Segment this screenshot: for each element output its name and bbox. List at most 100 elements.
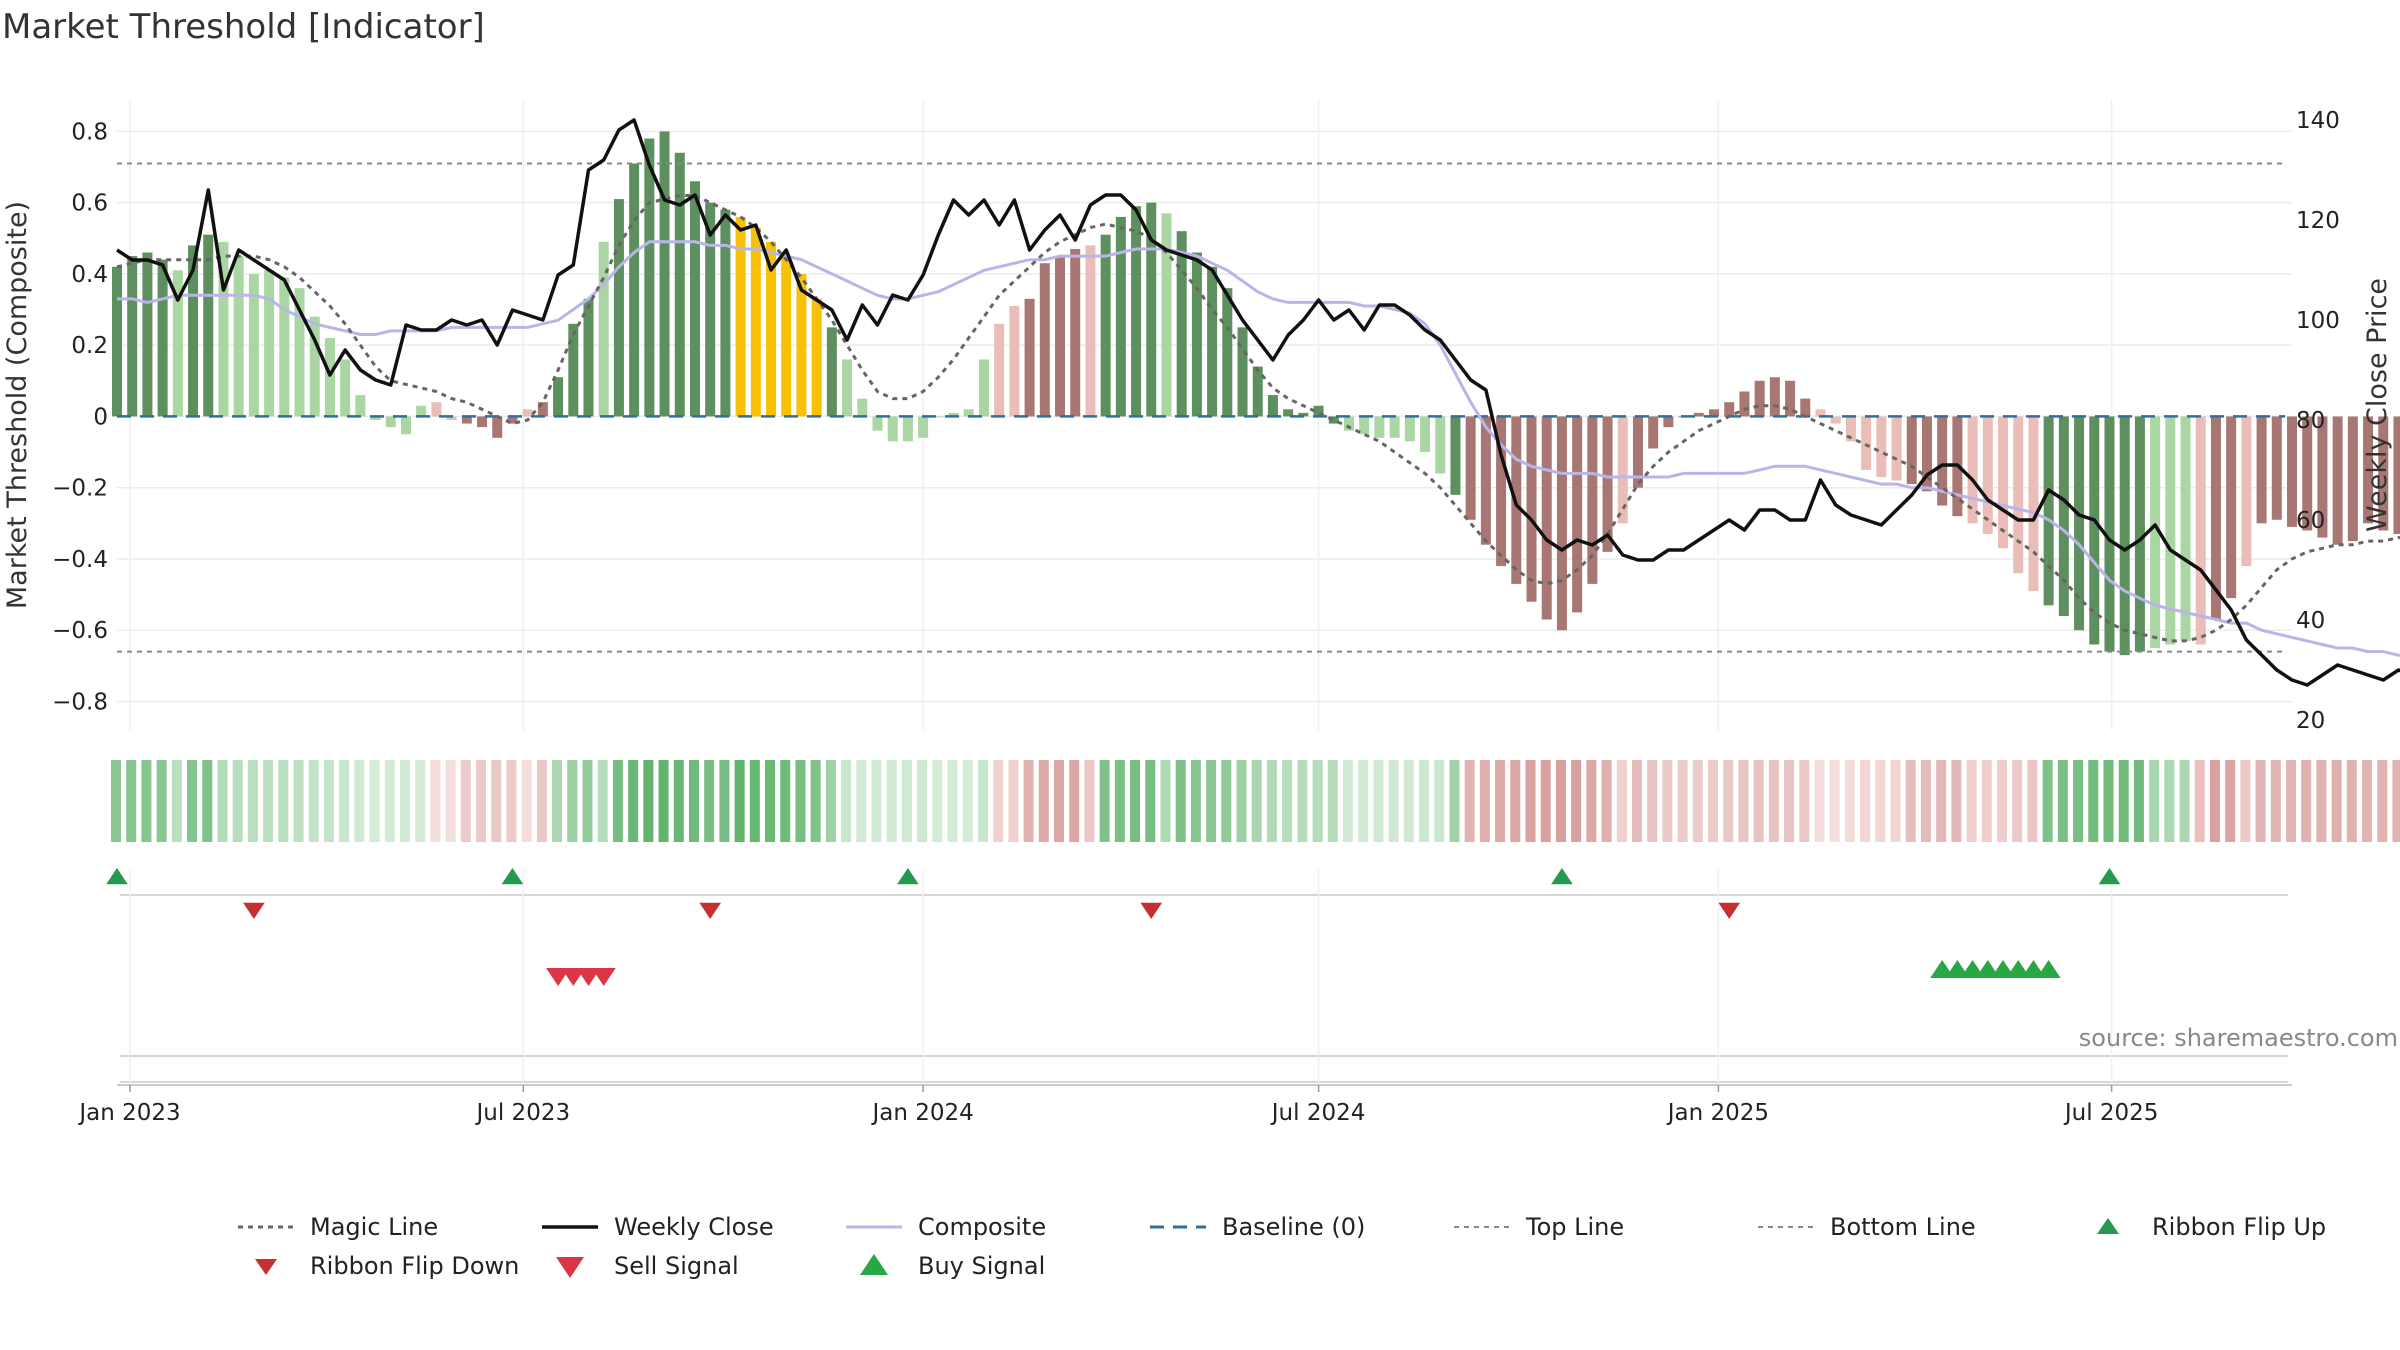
composite-bar — [1496, 416, 1507, 567]
buy-signal-marker — [1930, 960, 1955, 978]
buy-signal-marker — [2036, 960, 2061, 978]
composite-bar — [1800, 398, 1811, 417]
sell-signal-marker — [561, 968, 586, 986]
legend-swatch — [255, 1259, 277, 1275]
ribbon-cell — [1677, 760, 1688, 842]
ribbon-cell — [1495, 760, 1506, 842]
left-tick-label: 0 — [93, 404, 108, 430]
composite-bar — [309, 316, 320, 417]
ribbon-flip-down-marker — [243, 902, 265, 919]
composite-bar — [1267, 395, 1278, 417]
ribbon-cell — [1708, 760, 1719, 842]
composite-bar — [492, 416, 503, 438]
ribbon-cell — [673, 760, 684, 842]
composite-bar — [2028, 416, 2039, 592]
ribbon-cell — [871, 760, 882, 842]
ribbon-cell — [171, 760, 182, 842]
ribbon-cell — [1692, 760, 1703, 842]
buy-signal-marker — [1960, 960, 1985, 978]
ribbon-cell — [1510, 760, 1521, 842]
ribbon-cell — [1130, 760, 1141, 842]
ribbon-cell — [1768, 760, 1779, 842]
composite-bar — [2119, 416, 2130, 656]
left-tick-label: −0.4 — [52, 547, 108, 573]
left-tick-label: 0.4 — [71, 262, 108, 288]
composite-bar — [1937, 416, 1948, 506]
x-tick-label: Jan 2025 — [1666, 1100, 1769, 1126]
composite-bar — [416, 405, 427, 417]
ribbon-cell — [1586, 760, 1597, 842]
composite-bar — [2074, 416, 2085, 631]
composite-bar — [1328, 416, 1339, 424]
composite-bar — [842, 359, 853, 417]
ribbon-cell — [2073, 760, 2084, 842]
right-axis-label: Weekly Close Price — [2362, 278, 2393, 532]
right-tick-label: 20 — [2296, 708, 2325, 734]
composite-bar — [1663, 416, 1674, 428]
composite-bar — [1876, 416, 1887, 478]
composite-bar — [537, 402, 548, 417]
ribbon-cell — [1738, 760, 1749, 842]
ribbon-cell — [1084, 760, 1095, 842]
composite-bar — [400, 416, 411, 435]
right-tick-label: 140 — [2296, 108, 2340, 134]
composite-bar — [2378, 416, 2389, 531]
composite-bar — [2180, 416, 2191, 641]
ribbon-cell — [780, 760, 791, 842]
composite-bar — [1480, 416, 1491, 545]
right-tick-label: 40 — [2296, 608, 2325, 634]
ribbon-cell — [415, 760, 426, 842]
legend-swatch — [556, 1257, 584, 1278]
ribbon-cell — [1571, 760, 1582, 842]
composite-bar — [598, 241, 609, 417]
composite-bar — [2195, 416, 2206, 645]
ribbon-cell — [1662, 760, 1673, 842]
ribbon-cell — [856, 760, 867, 842]
composite-bar — [613, 199, 624, 417]
composite-bar — [2241, 416, 2252, 567]
composite-bar — [370, 416, 381, 420]
composite-bar — [264, 270, 275, 417]
composite-bar — [1343, 416, 1354, 431]
legend-label: Baseline (0) — [1222, 1213, 1365, 1241]
composite-bar — [857, 398, 868, 417]
ribbon-cell — [202, 760, 213, 842]
ribbon-flip-up-marker — [1551, 868, 1573, 885]
ribbon-cell — [278, 760, 289, 842]
composite-bar — [1359, 416, 1370, 435]
ribbon-cell — [977, 760, 988, 842]
sell-signal-marker — [546, 968, 571, 986]
ribbon-cell — [1951, 760, 1962, 842]
ribbon-cell — [399, 760, 410, 842]
composite-bar — [1572, 416, 1583, 613]
ribbon-cell — [1981, 760, 1992, 842]
ribbon-cell — [810, 760, 821, 842]
sell-signal-marker — [576, 968, 601, 986]
ribbon-cell — [597, 760, 608, 842]
composite-bar — [324, 338, 335, 417]
ribbon-cell — [263, 760, 274, 842]
ribbon-cell — [2362, 760, 2373, 842]
ribbon-cell — [2012, 760, 2023, 842]
ribbon-cell — [430, 760, 441, 842]
composite-bar — [1161, 213, 1172, 417]
ribbon-flip-up-marker — [897, 868, 919, 885]
right-tick-label: 100 — [2296, 308, 2340, 334]
ribbon-cell — [1069, 760, 1080, 842]
composite-bar — [1998, 416, 2009, 549]
ribbon-cell — [460, 760, 471, 842]
left-tick-label: 0.6 — [71, 191, 108, 217]
buy-signal-marker — [2021, 960, 2046, 978]
legend-label: Bottom Line — [1830, 1213, 1976, 1241]
ribbon-cell — [917, 760, 928, 842]
composite-bar — [1039, 263, 1050, 417]
ribbon-cell — [1160, 760, 1171, 842]
ribbon-cell — [506, 760, 517, 842]
composite-bar — [477, 416, 488, 428]
composite-bar — [1313, 405, 1324, 417]
composite-bar — [203, 234, 214, 417]
composite-bar — [461, 416, 472, 424]
composite-bar — [1739, 391, 1750, 417]
ribbon-cell — [1099, 760, 1110, 842]
